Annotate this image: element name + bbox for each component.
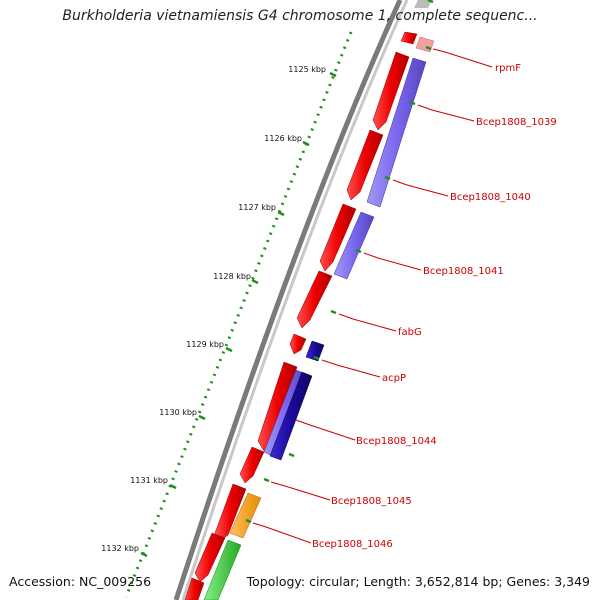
- label-leaders: [252, 48, 493, 544]
- rpmF-feature: [415, 36, 435, 53]
- ruler-label-1126: 1126 kbp: [264, 134, 302, 143]
- gene-1041-forward: [319, 203, 357, 272]
- strand-marks: [245, 0, 434, 524]
- forward-genes: [184, 31, 418, 600]
- gene-1041-reverse: [333, 211, 375, 280]
- gene-label-acpP: acpP: [382, 373, 406, 384]
- map-title: Burkholderia vietnamiensis G4 chromosome…: [62, 8, 538, 24]
- gene-label-bcep1808-1045: Bcep1808_1045: [331, 496, 412, 507]
- gene-1039-forward: [372, 51, 410, 131]
- gene-fabG-forward: [296, 270, 333, 329]
- ruler-label-1131: 1131 kbp: [130, 476, 168, 485]
- gene-acpP-reverse: [305, 340, 325, 362]
- gene-1040-forward: [346, 129, 384, 201]
- green-feature: [203, 539, 242, 600]
- reverse-genes: [263, 57, 427, 461]
- backbone: [173, 0, 409, 600]
- gray-feature: [414, 0, 432, 8]
- gene-1045-forward: [239, 446, 265, 484]
- gene-label-bcep1808-1044: Bcep1808_1044: [356, 436, 437, 447]
- gene-label-rpmF: rpmF: [495, 63, 521, 74]
- accession-text: Accession: NC_009256: [9, 574, 152, 589]
- gene-next-forward-1: [194, 532, 226, 583]
- gene-1044-reverse-dark: [269, 371, 313, 461]
- gene-acpP-forward: [289, 333, 307, 355]
- gene-label-bcep1808-1039: Bcep1808_1039: [476, 117, 557, 128]
- gene-rpmF-forward: [400, 31, 418, 45]
- ruler-label-1125: 1125 kbp: [288, 65, 326, 74]
- ruler-label-1127: 1127 kbp: [238, 203, 276, 212]
- ruler-dots: [124, 31, 353, 598]
- orange-feature: [229, 492, 262, 539]
- ruler-label-1132: 1132 kbp: [101, 544, 139, 553]
- gene-1039-reverse: [366, 57, 427, 208]
- ruler-label-1129: 1129 kbp: [186, 340, 224, 349]
- gene-label-fabG: fabG: [398, 327, 422, 338]
- gene-label-bcep1808-1040: Bcep1808_1040: [450, 192, 531, 203]
- gene-next-forward-2: [184, 577, 205, 600]
- gene-label-bcep1808-1041: Bcep1808_1041: [423, 266, 504, 277]
- ruler-label-1130: 1130 kbp: [159, 408, 197, 417]
- gene-label-bcep1808-1046: Bcep1808_1046: [312, 539, 393, 550]
- topology-summary: Topology: circular; Length: 3,652,814 bp…: [246, 574, 590, 589]
- ruler-ticks: [140, 71, 337, 558]
- ruler-label-1128: 1128 kbp: [213, 272, 251, 281]
